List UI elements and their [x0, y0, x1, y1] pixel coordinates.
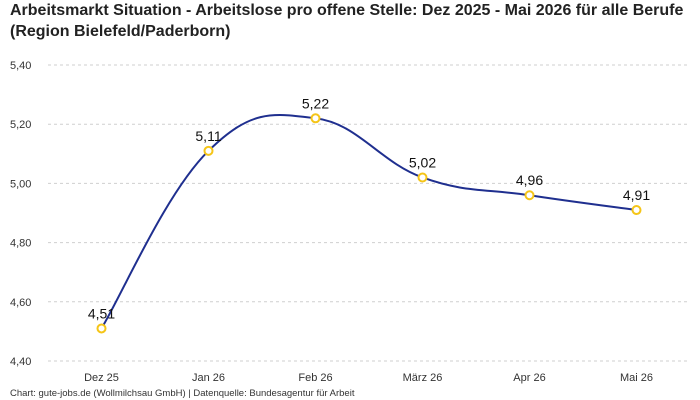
y-tick-label: 4,60 [10, 297, 31, 309]
data-label: 5,22 [302, 95, 329, 111]
series-line [100, 114, 637, 329]
data-label: 5,11 [195, 128, 221, 144]
y-tick-label: 5,40 [10, 60, 31, 72]
x-tick-label: März 26 [403, 372, 443, 384]
x-tick-label: Mai 26 [620, 372, 653, 384]
x-tick-label: Jan 26 [192, 372, 225, 384]
data-label: 5,02 [409, 154, 436, 170]
y-tick-label: 4,40 [10, 356, 31, 368]
data-point [631, 205, 642, 216]
y-tick-label: 4,80 [10, 238, 31, 250]
x-tick-label: Feb 26 [298, 372, 332, 384]
chart-title: Arbeitsmarkt Situation - Arbeitslose pro… [10, 2, 684, 40]
x-tick-label: Apr 26 [513, 372, 545, 384]
data-point [96, 323, 107, 334]
x-tick-label: Dez 25 [84, 372, 119, 384]
data-point [417, 172, 428, 183]
data-label: 4,96 [516, 172, 543, 188]
data-point [310, 113, 321, 124]
chart-source-note: Chart: gute-jobs.de (Wollmilchsau GmbH) … [10, 388, 355, 399]
data-point [203, 145, 214, 156]
data-point [524, 190, 535, 201]
data-label: 4,91 [623, 187, 650, 203]
data-label: 4,51 [88, 305, 115, 321]
y-tick-label: 5,20 [10, 119, 31, 131]
y-tick-label: 5,00 [10, 178, 31, 190]
